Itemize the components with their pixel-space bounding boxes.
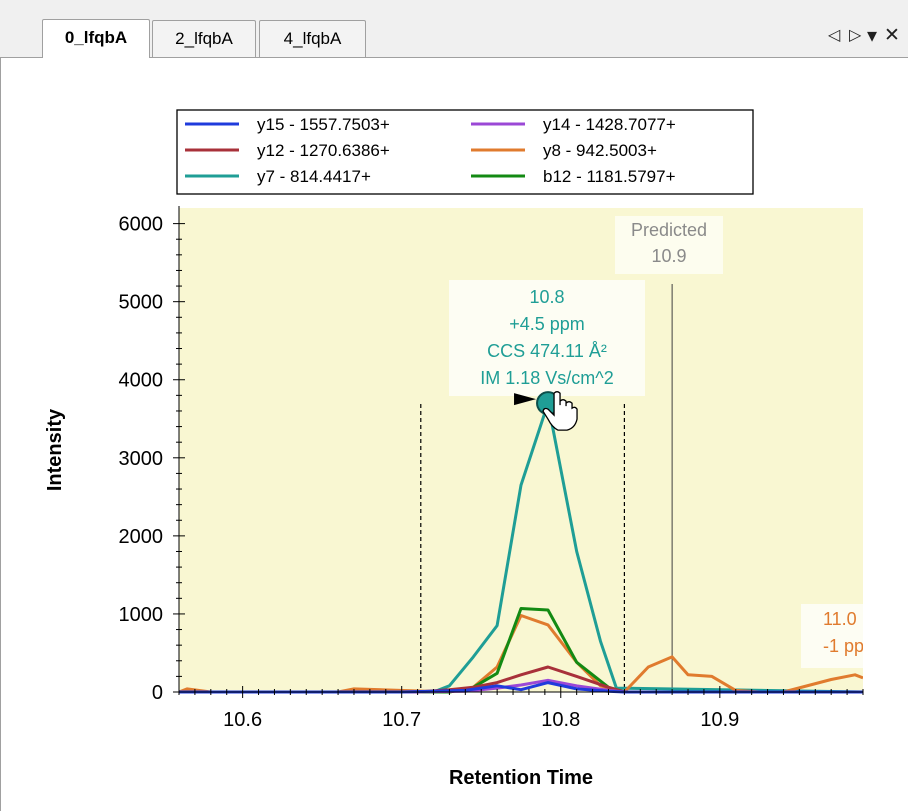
- peak-annotation-line: 10.8: [529, 287, 564, 307]
- y-tick-label: 5000: [119, 292, 164, 314]
- predicted-label-box: [615, 216, 723, 274]
- peak-annotation-line: IM 1.18 Vs/cm^2: [480, 368, 614, 388]
- y-tick-label: 4000: [119, 370, 164, 392]
- chromatogram-panel: 0 1000 2000 3000 4000 5000 6000 10.6 10.7 10.8 10.…: [0, 58, 908, 811]
- legend-box: [176, 109, 754, 195]
- peak-annotation-line: +4.5 ppm: [509, 314, 585, 334]
- side-annotation-line: 11.0: [823, 609, 857, 629]
- hand-cursor-icon: [542, 391, 578, 431]
- y-tick-label: 0: [152, 682, 163, 704]
- legend-label: y7 - 814.4417+: [257, 167, 371, 186]
- tab-4-lfqba[interactable]: 4_lfqbA: [259, 20, 366, 57]
- y-axis-title: Intensity: [44, 408, 66, 491]
- tab-0-lfqba[interactable]: 0_lfqbA: [42, 19, 150, 58]
- y-tick-label: 3000: [119, 448, 164, 470]
- x-tick-label: 10.9: [700, 709, 739, 731]
- tab-bar: 0_lfqbA 2_lfqbA 4_lfqbA ◁ ▷ ▾ ✕: [0, 0, 908, 58]
- chromatogram-chart[interactable]: 0 1000 2000 3000 4000 5000 6000 10.6 10.7 10.8 10.…: [1, 58, 907, 811]
- legend-label: b12 - 1181.5797+: [543, 167, 676, 186]
- x-tick-label: 10.7: [382, 709, 421, 731]
- tab-2-lfqba[interactable]: 2_lfqbA: [152, 20, 256, 57]
- close-icon[interactable]: ✕: [884, 25, 900, 46]
- predicted-value-label: 10.9: [651, 246, 686, 266]
- predicted-label: Predicted: [631, 220, 707, 240]
- peak-pointer-arrow-icon: [514, 393, 537, 406]
- scroll-left-icon[interactable]: ◁: [828, 27, 841, 44]
- series-line-4: [179, 401, 864, 694]
- x-axis-title: Retention Time: [449, 767, 593, 789]
- y-tick-label: 1000: [119, 604, 164, 626]
- dropdown-menu-icon[interactable]: ▾: [867, 25, 878, 47]
- legend-label: y12 - 1270.6386+: [257, 141, 390, 160]
- legend-label: y15 - 1557.7503+: [257, 115, 390, 134]
- x-tick-label: 10.6: [223, 709, 262, 731]
- y-tick-label: 6000: [119, 214, 164, 236]
- scroll-right-icon[interactable]: ▷: [849, 27, 862, 44]
- x-tick-label: 10.8: [541, 709, 580, 731]
- y-tick-label: 2000: [119, 526, 164, 548]
- side-annotation-line: -1 pp: [823, 636, 864, 656]
- legend-label: y8 - 942.5003+: [543, 141, 657, 160]
- legend-label: y14 - 1428.7077+: [543, 115, 676, 134]
- peak-annotation-box: [449, 280, 645, 396]
- side-annotation-box: [801, 604, 863, 668]
- plot-right-margin: [863, 598, 907, 678]
- peak-annotation-line: CCS 474.11 Å²: [487, 341, 607, 361]
